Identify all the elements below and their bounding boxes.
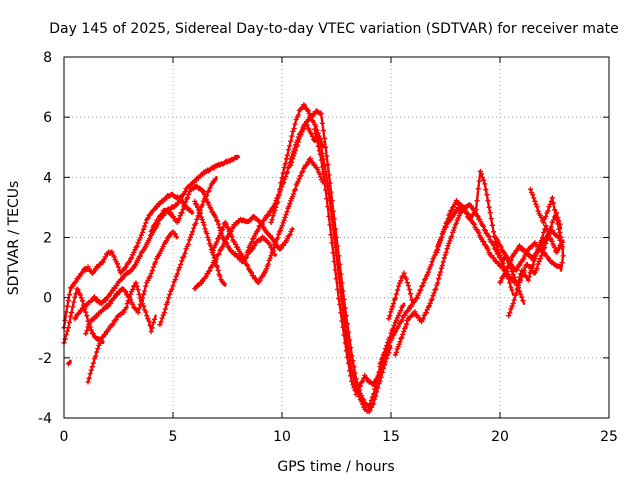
series-line bbox=[193, 215, 295, 290]
y-tick-label: 6 bbox=[43, 110, 52, 126]
series-tracks-late-9 bbox=[514, 223, 565, 289]
series-markers bbox=[244, 120, 325, 256]
y-tick-label: -4 bbox=[38, 411, 52, 427]
series-tracks-early-10 bbox=[192, 213, 295, 292]
series-tracks-late-3 bbox=[386, 270, 415, 322]
series-markers bbox=[527, 186, 566, 266]
series-markers bbox=[268, 102, 393, 415]
x-tick-label: 15 bbox=[382, 429, 400, 445]
series-tracks-peak-2 bbox=[288, 108, 389, 410]
series-tracks-early-11 bbox=[209, 156, 326, 285]
x-tick-label: 10 bbox=[273, 429, 291, 445]
series-markers bbox=[192, 198, 227, 287]
y-axis-label: SDTVAR / TECUs bbox=[6, 181, 22, 296]
series-markers bbox=[209, 156, 326, 285]
x-tick-label: 0 bbox=[60, 429, 69, 445]
x-tick-label: 20 bbox=[491, 429, 509, 445]
y-tick-label: 8 bbox=[43, 50, 52, 66]
series-markers bbox=[288, 108, 389, 410]
series-tracks-early-3 bbox=[65, 359, 73, 367]
series-markers bbox=[192, 213, 295, 292]
x-tick-label: 5 bbox=[169, 429, 178, 445]
x-tick-label: 25 bbox=[600, 429, 618, 445]
series-tracks-early-12 bbox=[244, 120, 325, 256]
series-markers bbox=[312, 126, 406, 398]
axis-ticks: 0 5 10 15 20 25 -4 -2 0 2 4 6 8 bbox=[38, 50, 618, 445]
series-line bbox=[289, 110, 388, 408]
series-tracks-early-5 bbox=[83, 229, 179, 337]
series-markers bbox=[124, 280, 158, 335]
series-markers bbox=[386, 270, 415, 322]
series-tracks-early-13 bbox=[157, 176, 219, 328]
series-markers bbox=[392, 202, 515, 358]
series-markers bbox=[85, 305, 129, 385]
series-tracks-peak-3 bbox=[312, 126, 406, 398]
series-markers bbox=[514, 223, 565, 289]
series-tracks-late-8 bbox=[527, 186, 566, 272]
series-markers bbox=[434, 168, 526, 304]
series-tracks-peak-1 bbox=[268, 102, 393, 415]
series-line bbox=[245, 122, 325, 254]
series-markers bbox=[157, 176, 219, 328]
series-tracks-early-7 bbox=[124, 280, 158, 335]
data-series bbox=[61, 102, 566, 415]
x-axis-label: GPS time / hours bbox=[277, 459, 394, 475]
series-tracks-early-6 bbox=[85, 305, 129, 385]
chart-title: Day 145 of 2025, Sidereal Day-to-day VTE… bbox=[49, 21, 619, 37]
series-markers bbox=[83, 229, 179, 337]
y-tick-label: -2 bbox=[38, 351, 52, 367]
series-markers bbox=[65, 359, 73, 367]
y-tick-label: 4 bbox=[43, 170, 52, 186]
y-tick-label: 2 bbox=[43, 231, 52, 247]
series-tracks-late-2 bbox=[392, 202, 515, 358]
y-tick-label: 0 bbox=[43, 291, 52, 307]
